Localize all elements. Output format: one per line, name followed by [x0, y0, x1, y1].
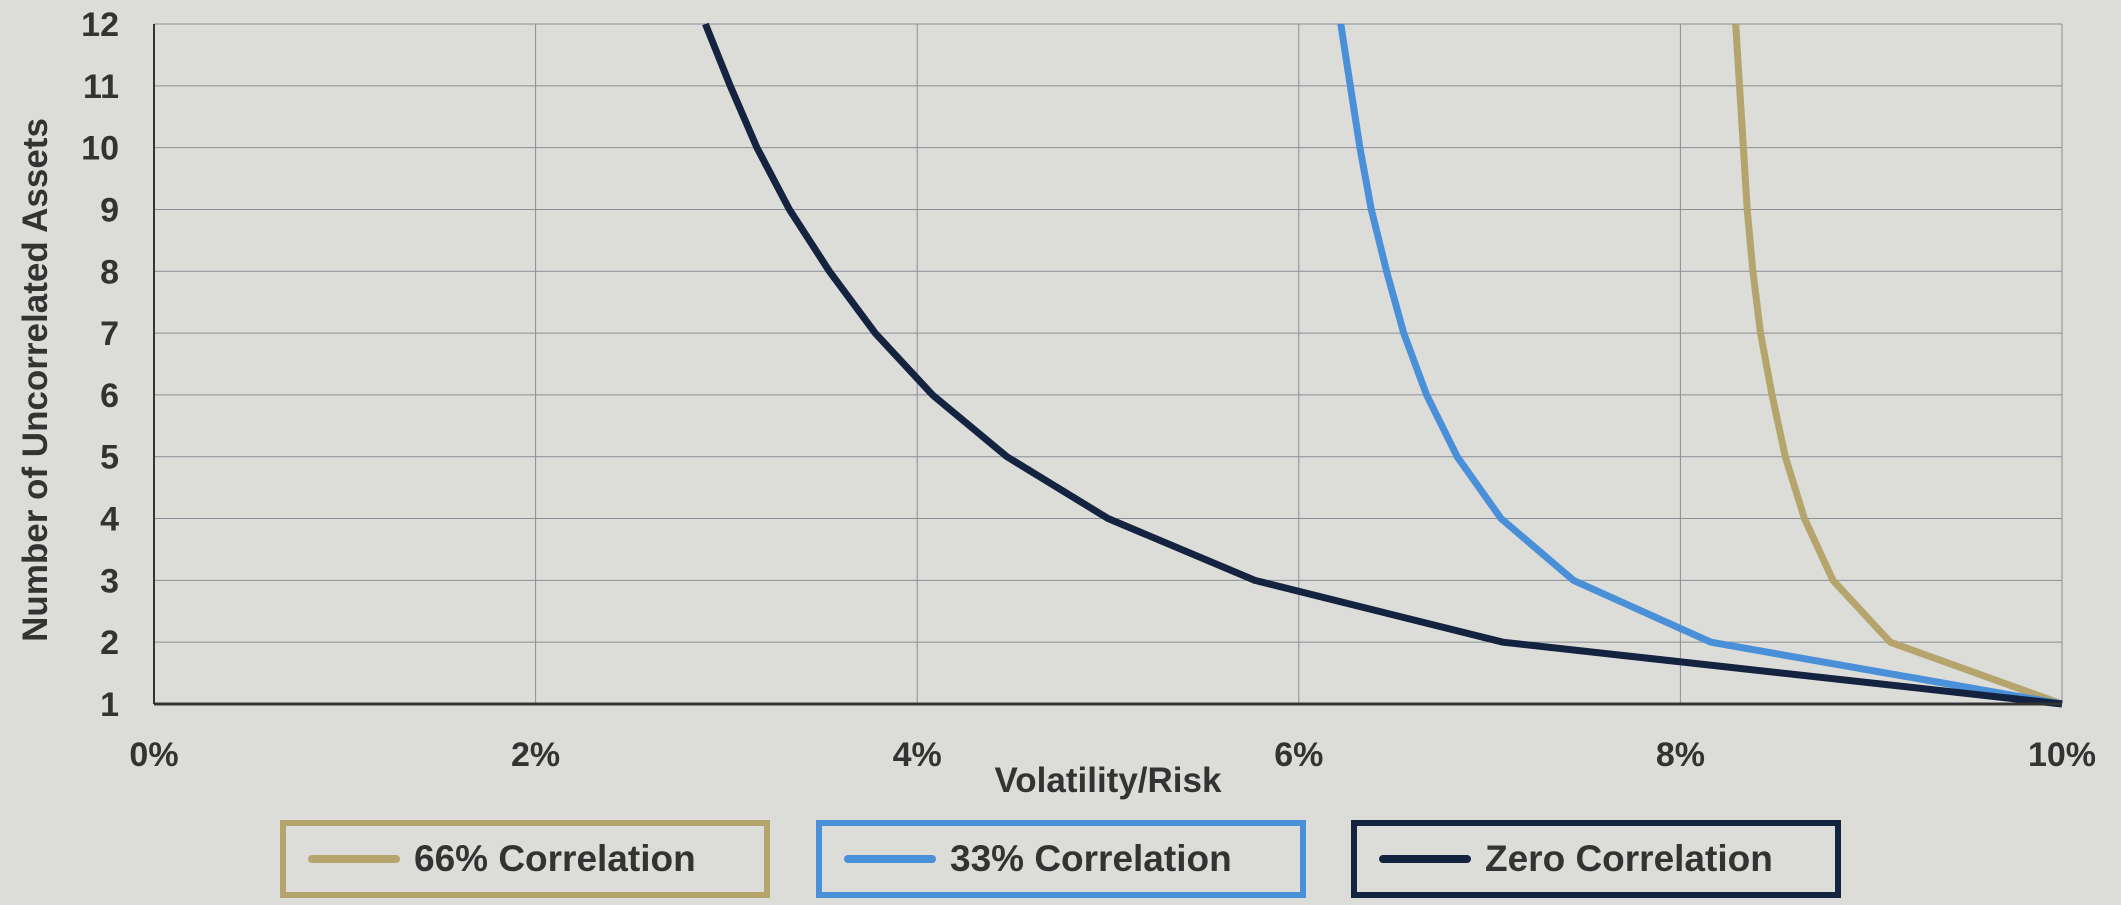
y-tick-label: 2	[100, 624, 119, 662]
y-tick-label: 4	[100, 501, 119, 539]
y-tick-label: 3	[100, 562, 119, 600]
y-axis-title: Number of Uncorrelated Assets	[16, 118, 55, 642]
y-tick-label: 5	[100, 439, 119, 477]
x-tick-label: 2%	[511, 736, 560, 774]
x-tick-label: 0%	[129, 736, 178, 774]
legend-swatch-33-correlation	[844, 855, 936, 863]
series-line-zero-correlation	[702, 22, 2063, 708]
legend-swatch-zero-correlation	[1379, 855, 1471, 863]
x-axis-title: Volatility/Risk	[995, 761, 1222, 800]
y-tick-label: 1	[100, 686, 119, 724]
grid	[154, 23, 2063, 704]
y-tick-label: 6	[100, 377, 119, 415]
legend-label-33-correlation: 33% Correlation	[950, 838, 1232, 879]
series-line-66-correlation	[1732, 23, 2064, 708]
x-tick-label: 8%	[1656, 736, 1705, 774]
legend-item-66-correlation: 66% Correlation	[280, 820, 770, 898]
legend-item-33-correlation: 33% Correlation	[816, 820, 1306, 898]
y-tick-label: 8	[100, 253, 119, 291]
legend-label-66-correlation: 66% Correlation	[414, 838, 696, 879]
legend-label-zero-correlation: Zero Correlation	[1485, 838, 1773, 879]
legend-item-zero-correlation: Zero Correlation	[1351, 820, 1841, 898]
legend-swatch-66-correlation	[308, 855, 400, 863]
x-tick-label: 6%	[1274, 736, 1323, 774]
y-tick-label: 7	[100, 315, 119, 353]
axes	[153, 24, 2062, 706]
series-line-33-correlation	[1337, 23, 2063, 708]
x-tick-label: 10%	[2028, 736, 2096, 774]
y-tick-label: 11	[83, 68, 119, 106]
y-tick-label: 9	[100, 191, 119, 229]
y-tick-label: 10	[81, 130, 119, 168]
x-tick-label: 4%	[893, 736, 942, 774]
y-tick-label: 12	[81, 6, 119, 44]
series-lines	[702, 22, 2064, 708]
